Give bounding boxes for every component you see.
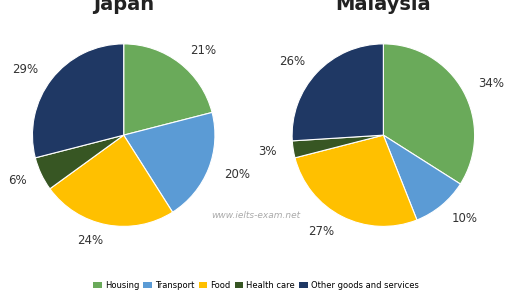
Text: www.ielts-exam.net: www.ielts-exam.net [211,211,301,220]
Wedge shape [35,135,124,189]
Text: 27%: 27% [308,225,334,238]
Text: 10%: 10% [452,212,478,225]
Wedge shape [383,135,460,220]
Text: 26%: 26% [279,55,305,68]
Wedge shape [383,44,475,184]
Text: 29%: 29% [12,63,38,76]
Text: 21%: 21% [189,44,216,57]
Text: 34%: 34% [478,77,504,90]
Wedge shape [292,135,383,158]
Text: 3%: 3% [259,146,277,158]
Title: Japan: Japan [93,0,154,14]
Wedge shape [124,112,215,212]
Text: 24%: 24% [77,234,103,247]
Title: Malaysia: Malaysia [335,0,431,14]
Text: 20%: 20% [224,168,250,181]
Wedge shape [32,44,124,158]
Wedge shape [50,135,173,226]
Wedge shape [295,135,417,226]
Text: 6%: 6% [8,175,26,187]
Legend: Housing, Transport, Food, Health care, Other goods and services: Housing, Transport, Food, Health care, O… [92,280,420,292]
Wedge shape [124,44,212,135]
Wedge shape [292,44,383,141]
